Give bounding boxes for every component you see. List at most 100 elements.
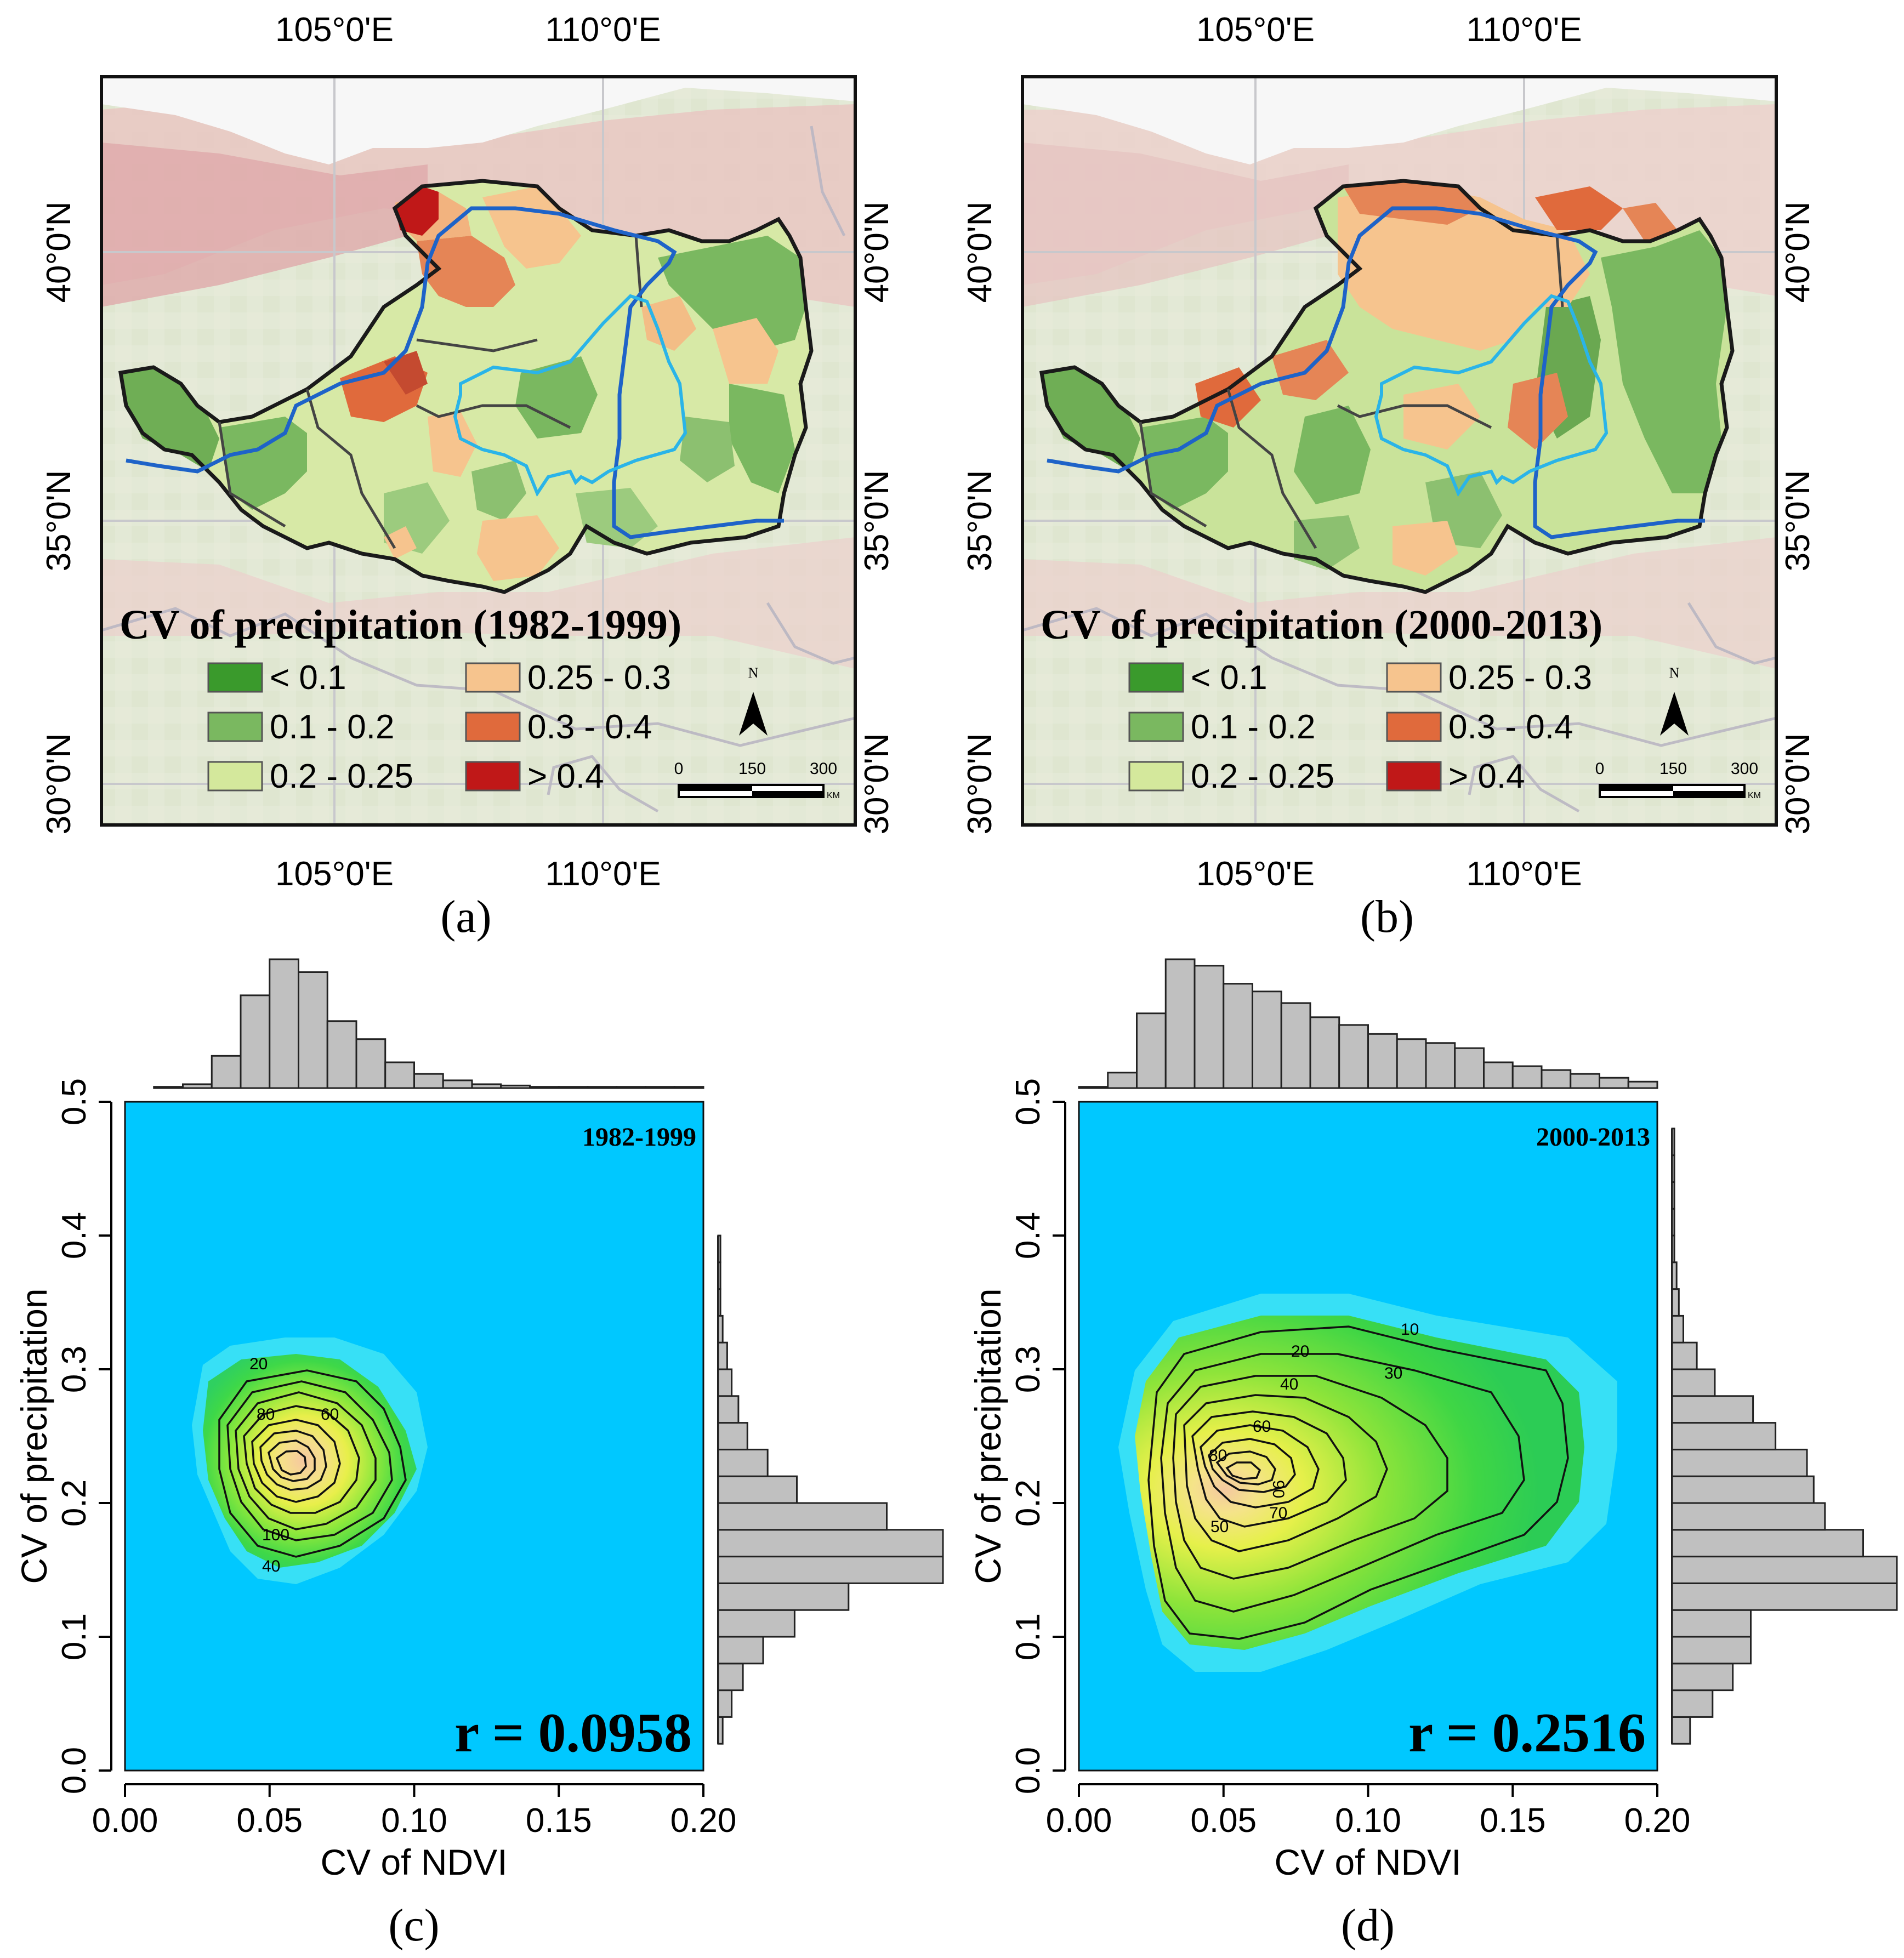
- scale-tick-a-1: 0: [674, 760, 684, 778]
- right-histogram-bar: [1671, 1422, 1777, 1450]
- right-histogram-bar: [717, 1529, 944, 1558]
- top-histogram-bar: [471, 1083, 502, 1089]
- top-histogram-bar: [153, 1086, 184, 1089]
- correlation-value-d: r = 0.2516: [1408, 1702, 1646, 1764]
- map-frame-a: CV of precipitation (1982-1999) < 0.1 0.…: [100, 75, 857, 827]
- right-histogram-bar: [1671, 1475, 1815, 1504]
- top-histogram-bar: [1541, 1069, 1572, 1089]
- north-label-a: N: [748, 665, 759, 681]
- x-axis-c: 0.00 0.05 0.10 0.15 0.20: [92, 1783, 736, 1840]
- right-histogram-bar: [1671, 1288, 1680, 1317]
- top-histogram-bar: [384, 1061, 415, 1089]
- y-tick-label: 0.2: [55, 1479, 93, 1527]
- x-tick-label: 0.10: [381, 1802, 447, 1840]
- contour-label-c-20: 20: [249, 1355, 268, 1373]
- correlation-value-c: r = 0.0958: [454, 1702, 692, 1764]
- contour-label-d-70: 70: [1269, 1504, 1287, 1522]
- right-histogram-bar: [1671, 1368, 1716, 1397]
- legend-label-b-1: < 0.1: [1191, 659, 1268, 697]
- lon-top-a-1: 105°0'E: [275, 11, 394, 49]
- chart-panel-c: 20 60 80 100 40 1982-1999 r = 0.0958 0.0…: [14, 958, 944, 1951]
- x-tick-label: 0.20: [1624, 1802, 1691, 1840]
- contour-label-d-90: 90: [1269, 1480, 1287, 1498]
- top-histogram-bar: [326, 1020, 357, 1089]
- right-histogram-bar: [717, 1689, 733, 1718]
- top-histogram-bar: [673, 1086, 704, 1089]
- right-histogram-bar: [1671, 1395, 1754, 1424]
- contour-label-d-60: 60: [1253, 1418, 1271, 1436]
- right-histogram-bar: [717, 1368, 733, 1397]
- top-histogram-bar: [1511, 1065, 1543, 1089]
- legend-label-a-5: 0.3 - 0.4: [527, 708, 652, 746]
- top-histogram-bar: [1107, 1072, 1138, 1089]
- x-axis-label-d: CV of NDVI: [1274, 1842, 1461, 1882]
- top-histogram-bar: [1136, 1012, 1167, 1089]
- x-tick-label: 0.00: [92, 1802, 158, 1840]
- right-histogram-bar: [1671, 1234, 1675, 1263]
- right-histogram-bar: [717, 1341, 728, 1370]
- legend-label-a-1: < 0.1: [270, 659, 346, 697]
- top-histogram-bar: [269, 958, 299, 1089]
- lat-left-a-3: 30°0'N: [40, 733, 78, 835]
- top-histogram-bar: [645, 1086, 675, 1089]
- right-histogram-bar: [1671, 1689, 1714, 1718]
- top-histogram-bar: [1570, 1073, 1600, 1089]
- top-histogram-bar: [587, 1086, 618, 1089]
- chart-panel-d: 10 20 30 40 60 80 90 70 50 2000-2013 r =…: [968, 958, 1898, 1951]
- contour-label-c-60: 60: [321, 1405, 339, 1424]
- x-axis-d: 0.00 0.05 0.10 0.15 0.20: [1046, 1783, 1691, 1840]
- lat-right-b-2: 35°0'N: [1779, 470, 1817, 572]
- top-histogram-bar: [1454, 1047, 1485, 1089]
- top-histogram-bar: [211, 1055, 242, 1089]
- right-histogram-bar: [1671, 1556, 1898, 1584]
- map-frame-b: CV of precipitation (2000-2013) < 0.1 0.…: [1021, 75, 1778, 827]
- right-histogram-bar: [1671, 1261, 1678, 1290]
- x-tick-label: 0.15: [1480, 1802, 1546, 1840]
- contour-label-d-10: 10: [1401, 1320, 1419, 1339]
- map-legend-b: < 0.1 0.1 - 0.2 0.2 - 0.25 0.25 - 0.3 0.…: [1128, 659, 1592, 795]
- right-histogram-bar: [717, 1395, 740, 1424]
- top-histogram-bar: [1193, 965, 1225, 1089]
- lat-right-a-3: 30°0'N: [858, 733, 896, 835]
- top-histogram-bar: [558, 1086, 589, 1089]
- top-histogram-bar: [1367, 1033, 1398, 1089]
- scale-unit-b: KM: [1748, 791, 1761, 800]
- caption-d: (d): [1341, 1900, 1395, 1951]
- right-histogram-bar: [717, 1582, 850, 1611]
- top-histogram-bar: [298, 971, 328, 1089]
- legend-swatch-b-6: [1386, 761, 1442, 792]
- chart-right-histogram-d: [1671, 1128, 1898, 1745]
- contour-label-c-80: 80: [257, 1405, 275, 1424]
- x-axis-label-c: CV of NDVI: [320, 1842, 507, 1882]
- y-axis-d: 0.0 0.1 0.2 0.3 0.4 0.5: [1009, 1078, 1066, 1794]
- right-histogram-bar: [717, 1716, 724, 1745]
- lat-left-b-2: 35°0'N: [961, 470, 999, 572]
- y-axis-label-c: CV of precipitation: [14, 1288, 54, 1584]
- right-histogram-bar: [717, 1422, 748, 1450]
- contour-label-c-100: 100: [262, 1526, 289, 1544]
- top-histogram-bar: [1599, 1077, 1629, 1089]
- right-histogram-bar: [1671, 1609, 1752, 1638]
- legend-swatch-a-4: [465, 662, 521, 693]
- top-histogram-bar: [1627, 1080, 1658, 1089]
- top-histogram-bar: [500, 1084, 531, 1089]
- right-histogram-bar: [717, 1261, 721, 1290]
- legend-swatch-a-2: [207, 712, 263, 742]
- top-histogram-bar: [1164, 958, 1196, 1089]
- lat-left-b-1: 40°0'N: [961, 202, 999, 303]
- density-field-c: [192, 1337, 428, 1584]
- right-histogram-bar: [717, 1556, 944, 1584]
- chart-title-d: 2000-2013: [1536, 1123, 1650, 1152]
- scale-unit-a: KM: [827, 791, 840, 800]
- contour-label-c-40: 40: [262, 1557, 280, 1575]
- top-histogram-bar: [1396, 1038, 1427, 1089]
- legend-label-a-3: 0.2 - 0.25: [270, 758, 413, 795]
- y-axis-c: 0.0 0.1 0.2 0.3 0.4 0.5: [55, 1078, 112, 1794]
- y-tick-label: 0.4: [1009, 1212, 1047, 1259]
- map-title-b: CV of precipitation (2000-2013): [1041, 602, 1602, 648]
- right-histogram-bar: [717, 1314, 724, 1344]
- right-histogram-bar: [1671, 1663, 1734, 1692]
- legend-swatch-b-1: [1128, 662, 1184, 693]
- legend-label-a-4: 0.25 - 0.3: [527, 659, 671, 697]
- y-tick-label: 0.3: [1009, 1346, 1047, 1393]
